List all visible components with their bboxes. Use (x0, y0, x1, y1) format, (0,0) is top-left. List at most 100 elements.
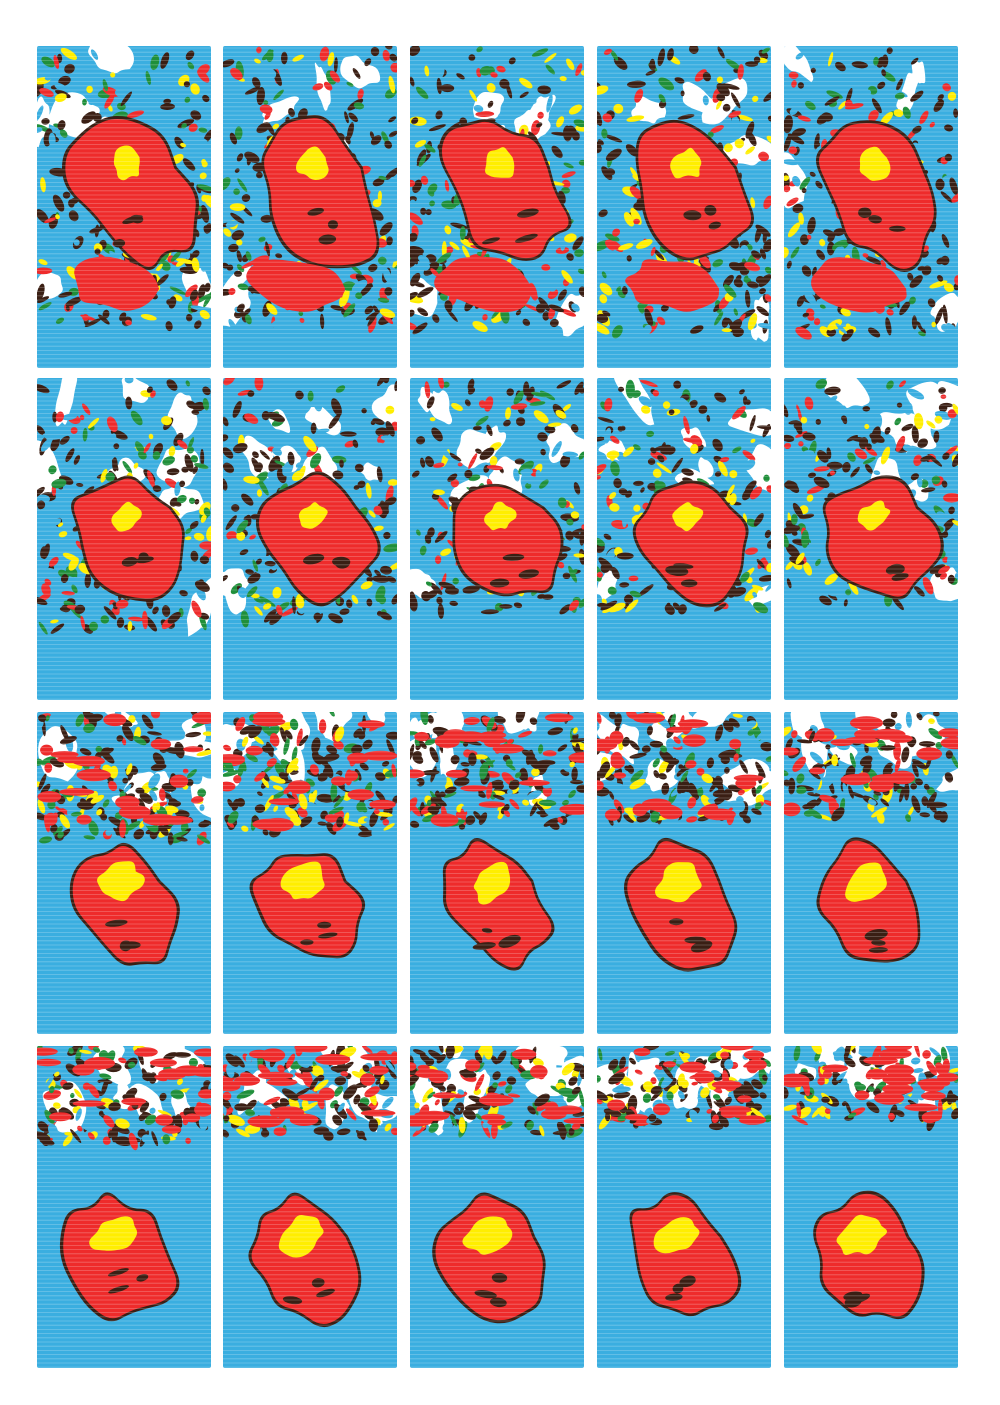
debris-mark (155, 802, 161, 811)
debris-mark (603, 533, 612, 541)
debris-mark (598, 378, 606, 389)
landmass (638, 122, 752, 258)
debris-mark (941, 323, 948, 331)
debris-mark (903, 782, 910, 801)
debris-mark (937, 274, 944, 282)
debris-mark (329, 70, 341, 83)
debris-mark (310, 453, 322, 469)
debris-mark (73, 454, 81, 465)
debris-mark (298, 793, 308, 810)
debris-mark (410, 778, 420, 785)
debris-mark (815, 419, 822, 425)
debris-mark (373, 505, 383, 516)
debris-mark (379, 222, 393, 236)
debris-mark (88, 1084, 100, 1099)
debris-mark (568, 752, 584, 764)
debris-mark (254, 58, 261, 64)
debris-mark (492, 794, 505, 800)
debris-mark (160, 103, 175, 111)
debris-mark (431, 493, 440, 500)
debris-mark (561, 187, 570, 194)
debris-mark (150, 763, 167, 771)
debris-mark (918, 331, 926, 337)
frame-artwork (784, 378, 958, 700)
debris-mark (784, 185, 791, 193)
debris-mark (392, 795, 397, 804)
debris-mark (599, 282, 613, 296)
debris-mark (819, 595, 832, 606)
debris-mark (185, 731, 202, 738)
debris-mark (265, 741, 274, 758)
debris-mark (81, 304, 91, 314)
debris-mark (440, 318, 448, 327)
debris-mark (597, 111, 602, 125)
debris-mark (723, 449, 732, 457)
debris-mark (202, 386, 211, 396)
debris-mark (526, 475, 533, 485)
debris-mark (132, 735, 147, 746)
debris-mark (372, 418, 385, 425)
landmass (445, 841, 552, 968)
debris-mark (232, 400, 242, 418)
debris-mark (796, 404, 803, 423)
debris-mark (744, 586, 759, 602)
debris-mark (558, 1121, 567, 1140)
debris-mark (157, 1109, 172, 1117)
debris-mark (199, 804, 205, 812)
debris-mark (764, 529, 771, 539)
debris-mark (80, 615, 86, 630)
debris-mark (267, 412, 285, 423)
debris-mark (864, 423, 870, 430)
debris-mark (848, 785, 854, 799)
debris-mark (167, 832, 174, 846)
debris-mark (58, 291, 73, 298)
debris-mark (942, 83, 952, 92)
debris-mark (177, 439, 188, 449)
debris-mark (429, 417, 436, 422)
debris-mark (127, 1061, 136, 1069)
debris-mark (508, 764, 516, 771)
debris-mark (389, 176, 397, 184)
debris-mark (476, 46, 483, 53)
debris-mark (597, 571, 603, 578)
debris-mark (927, 1110, 942, 1122)
debris-mark (253, 597, 264, 604)
debris-mark (231, 798, 240, 811)
debris-mark (55, 411, 65, 423)
debris-mark (450, 433, 460, 443)
debris-mark (758, 575, 771, 582)
debris-mark (713, 1094, 721, 1101)
debris-mark (542, 785, 553, 797)
debris-mark (185, 527, 192, 534)
debris-mark (791, 730, 798, 739)
debris-mark (871, 98, 882, 114)
debris-mark (862, 761, 872, 775)
debris-mark (711, 1114, 719, 1124)
debris-mark (353, 485, 360, 490)
debris-mark (633, 444, 641, 451)
debris-mark (147, 470, 155, 488)
debris-mark (453, 777, 470, 787)
debris-mark (148, 433, 154, 440)
debris-mark (234, 1103, 249, 1112)
frame-artwork (784, 712, 958, 1034)
debris-mark (744, 547, 758, 555)
debris-mark (432, 314, 440, 323)
debris-mark (141, 714, 154, 729)
debris-mark (630, 167, 639, 179)
debris-mark (824, 386, 841, 396)
debris-mark (947, 574, 955, 584)
debris-mark (531, 48, 549, 57)
debris-mark (915, 778, 923, 786)
debris-mark (440, 84, 455, 93)
debris-mark (541, 264, 551, 271)
debris-mark (380, 565, 392, 575)
debris-mark (184, 96, 191, 103)
debris-mark (558, 1087, 577, 1098)
paper-gap (507, 712, 539, 730)
debris-mark (535, 469, 542, 480)
debris-mark (37, 1047, 58, 1056)
shadow-spot (108, 1285, 129, 1294)
debris-mark (128, 82, 133, 88)
debris-mark (744, 261, 761, 272)
